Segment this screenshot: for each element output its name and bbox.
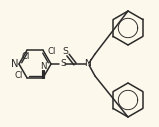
Text: N: N xyxy=(40,62,46,71)
Text: N: N xyxy=(85,60,91,68)
Text: Cl: Cl xyxy=(48,47,56,56)
Text: S: S xyxy=(62,46,68,55)
Text: N: N xyxy=(11,59,19,69)
Text: S: S xyxy=(60,60,66,68)
Text: Cl: Cl xyxy=(22,52,30,61)
Text: Cl: Cl xyxy=(15,71,23,80)
